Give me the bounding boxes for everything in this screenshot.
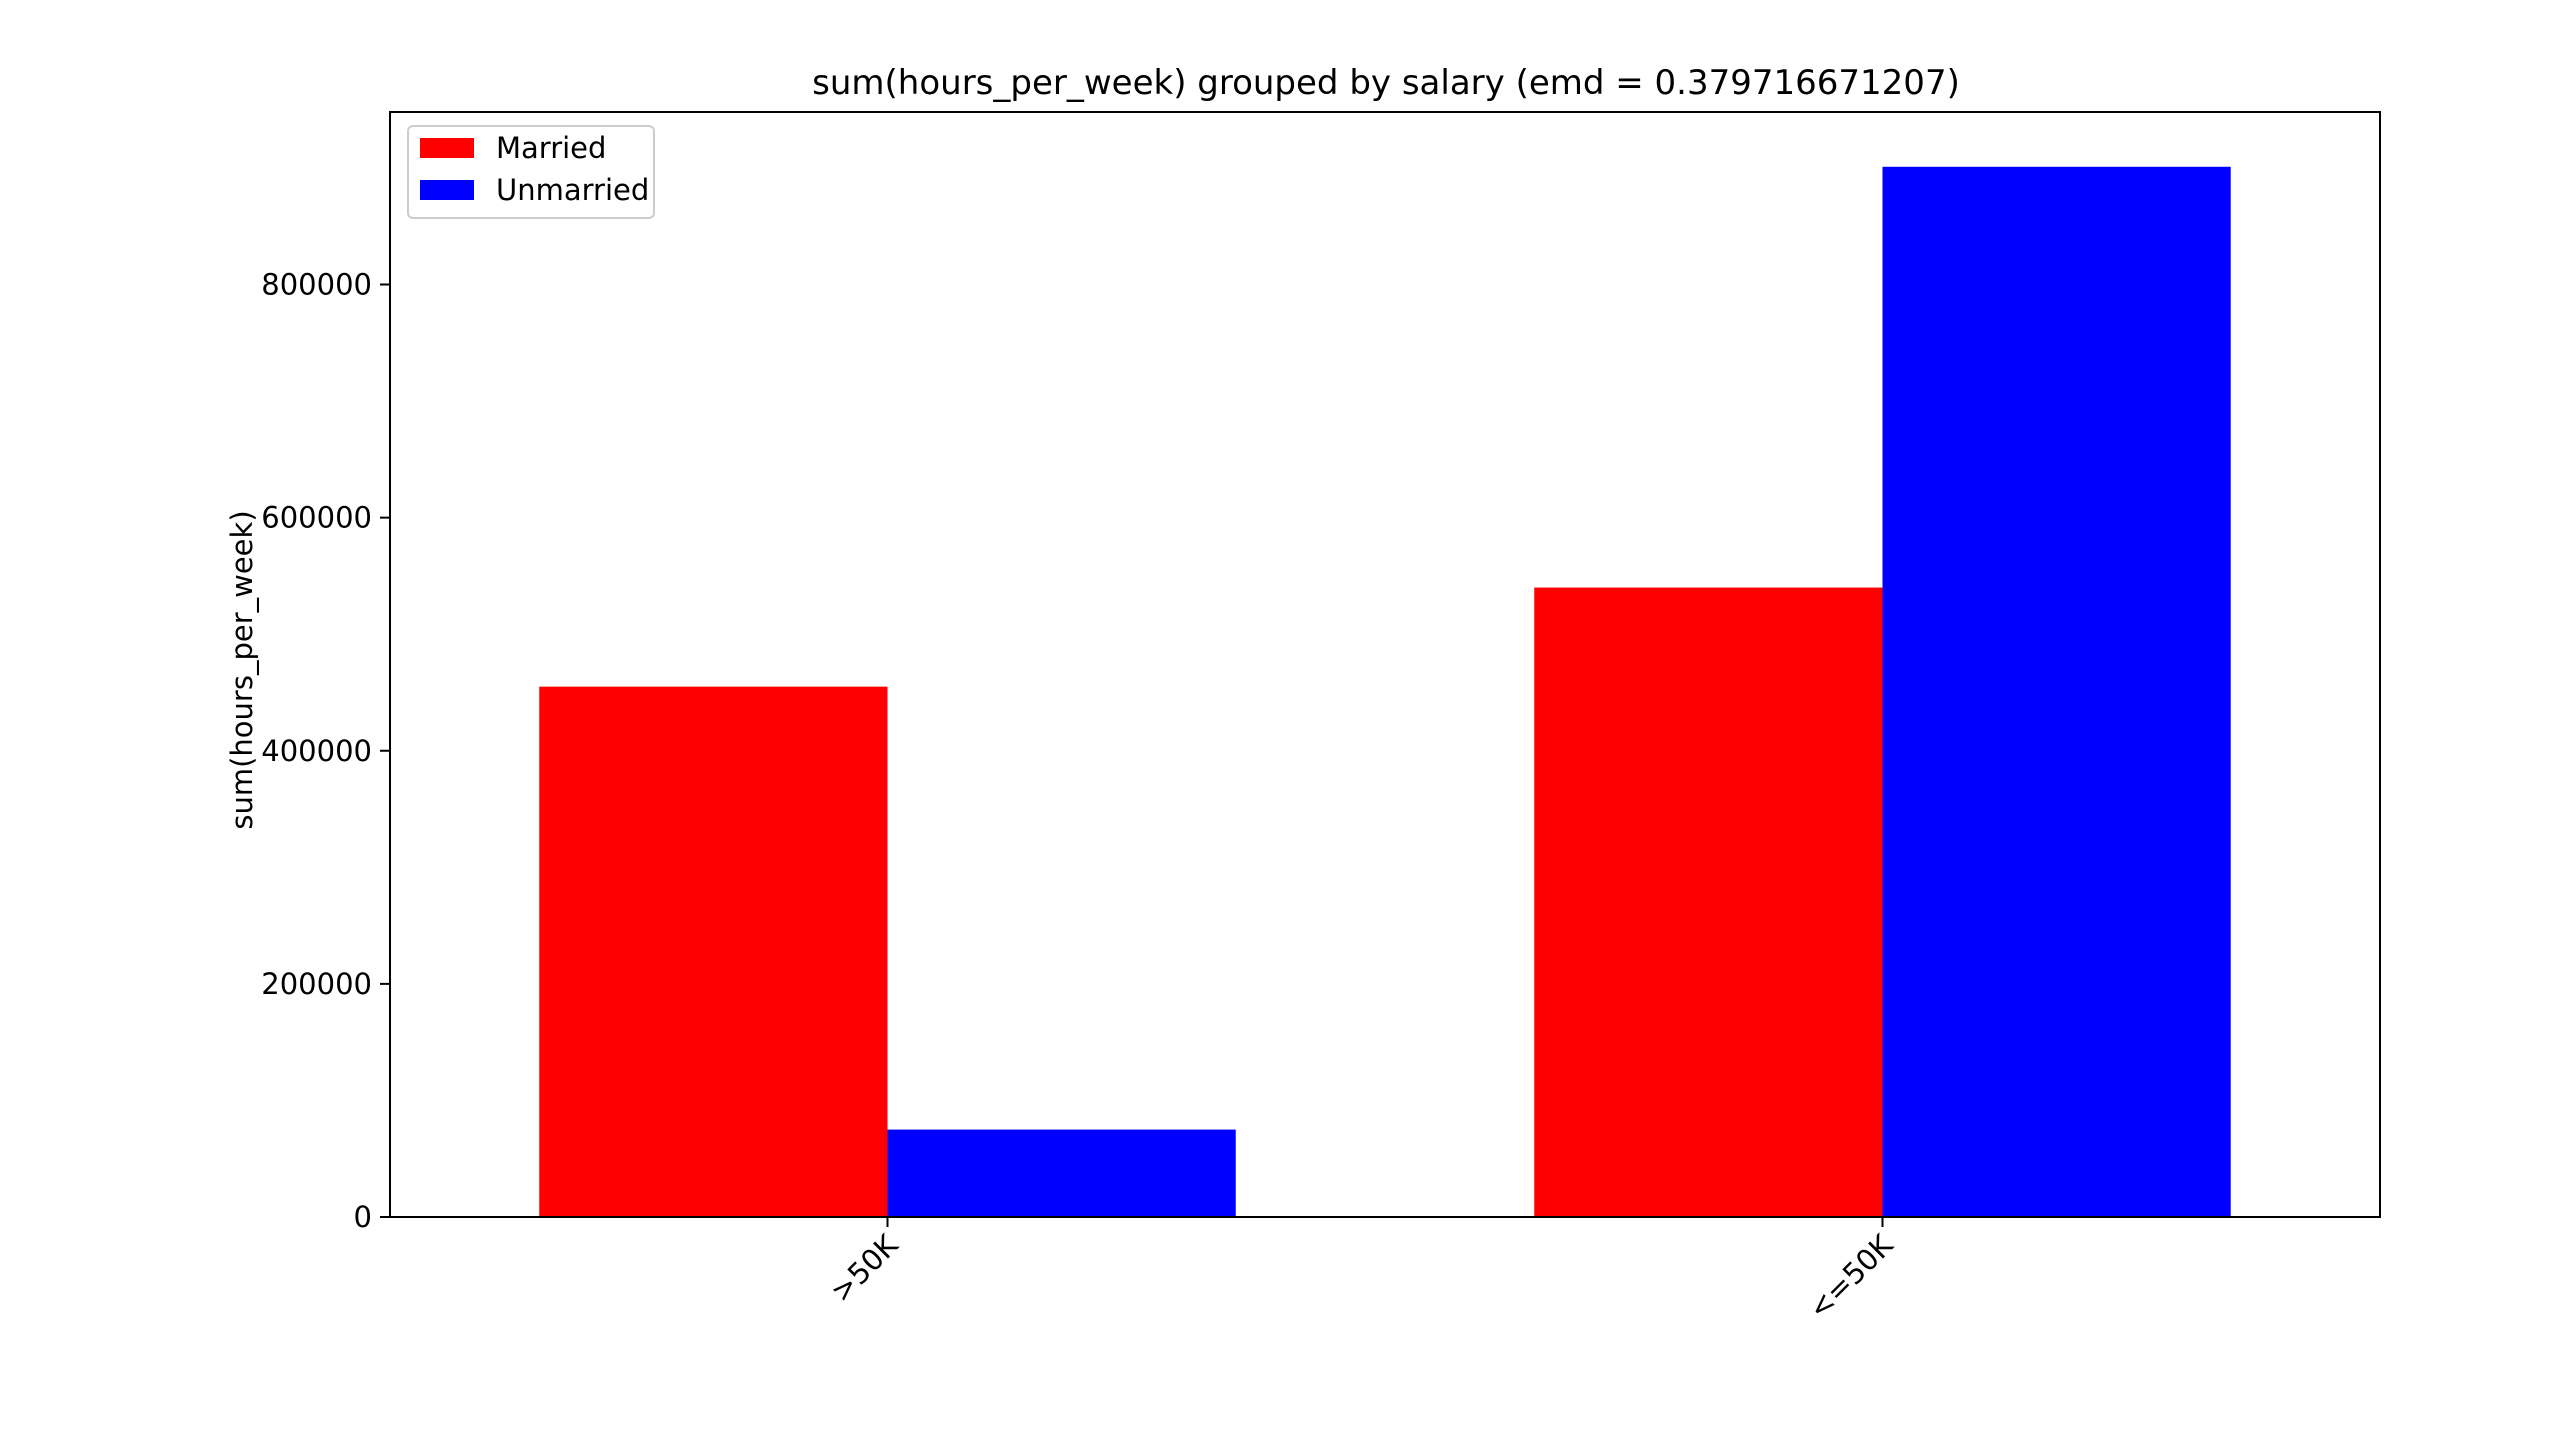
- bar-unmarried-lte-50k: [1882, 166, 2231, 1218]
- plot-frame: [389, 111, 2381, 1218]
- bar-married-lte-50k: [1534, 587, 1883, 1217]
- chart-title: sum(hours_per_week) grouped by salary (e…: [812, 63, 1960, 103]
- y-tick-label: 200000: [261, 967, 372, 1001]
- legend-label-married: Married: [496, 131, 606, 165]
- y-axis-ticks: 0 200000 400000 600000 800000: [261, 268, 390, 1234]
- y-axis-label: sum(hours_per_week): [225, 510, 259, 829]
- legend-swatch-married: [420, 138, 474, 158]
- y-tick-label: 0: [354, 1200, 372, 1234]
- y-tick-label: 400000: [261, 734, 372, 768]
- legend: Married Unmarried: [407, 125, 655, 219]
- y-tick-label: 600000: [261, 501, 372, 535]
- bar-married-gt-50k: [539, 686, 888, 1217]
- bars-layer: [539, 166, 2231, 1218]
- bar-unmarried-gt-50k: [887, 1129, 1236, 1217]
- legend-swatch-unmarried: [420, 180, 474, 200]
- legend-items: Married Unmarried: [420, 131, 649, 207]
- y-tick-label: 800000: [261, 268, 372, 302]
- legend-label-unmarried: Unmarried: [496, 173, 649, 207]
